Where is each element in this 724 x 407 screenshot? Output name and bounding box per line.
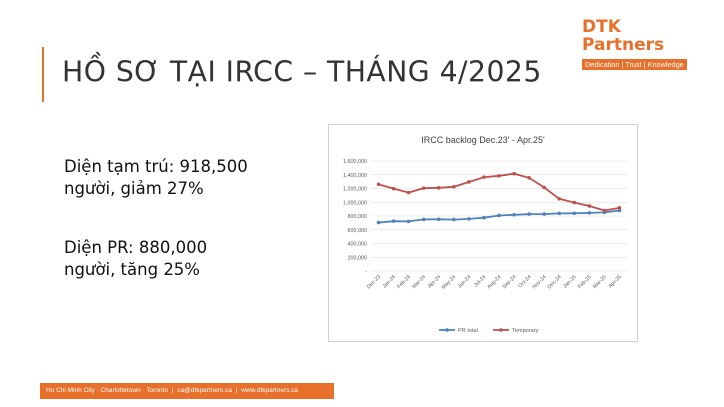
y-tick-label: 1,400,000 (343, 173, 367, 179)
y-tick-label: 1,600,000 (343, 159, 367, 165)
footer-separator: | (235, 387, 238, 394)
legend-label: Temporary (512, 328, 539, 334)
footer-website[interactable]: www.dtkpartners.ca (241, 387, 299, 394)
y-tick-label: 600,000 (348, 228, 368, 234)
footer-bar: Ho Chi Minh City · Charlottetown · Toron… (40, 383, 334, 399)
x-tick-label: Apr-25 (608, 274, 623, 289)
ircc-backlog-chart: IRCC backlog Dec.23' - Apr.25' - 200,000 4… (328, 124, 638, 342)
data-point (376, 182, 381, 187)
data-point (572, 200, 577, 205)
y-tick-label: 200,000 (348, 255, 368, 261)
data-point (436, 186, 441, 190)
x-tick-label: Dec-24 (547, 274, 563, 290)
x-tick-label: Mar-24 (411, 274, 427, 290)
data-point (587, 211, 592, 215)
data-point (557, 211, 562, 216)
dtk-partners-logo: DTK Partners Dedication | Trust | Knowle… (582, 18, 698, 72)
data-point (572, 211, 577, 216)
x-tick-label: Feb-24 (396, 274, 412, 290)
data-point (436, 217, 441, 222)
x-tick-label: Oct-24 (517, 274, 532, 289)
x-tick-label: Mar-25 (592, 274, 608, 290)
data-point (482, 215, 486, 220)
footer-separator: | (171, 387, 174, 394)
temporary-stat-line2: người, giảm 27% (64, 179, 204, 198)
data-point (542, 212, 546, 216)
x-tick-label: May-24 (441, 274, 458, 291)
legend-label: PR total (458, 328, 478, 334)
data-point (452, 184, 456, 189)
x-tick-label: Jan-24 (382, 274, 398, 290)
x-tick-label: Apr-24 (427, 274, 442, 289)
chart-svg: IRCC backlog Dec.23' - Apr.25' - 200,000 4… (343, 135, 627, 334)
y-tick-label: 400,000 (348, 242, 368, 248)
pr-stat-line2: người, tăng 25% (64, 260, 200, 279)
data-point (617, 206, 622, 210)
data-point (497, 173, 501, 178)
legend-marker (499, 328, 503, 332)
data-point (617, 208, 622, 213)
footer-cities: Ho Chi Minh City · Charlottetown · Toron… (46, 387, 168, 394)
chart-title: IRCC backlog Dec.23' - Apr.25' (421, 135, 545, 145)
x-tick-label: Aug-24 (486, 274, 502, 290)
data-point (527, 212, 531, 216)
data-point (421, 186, 426, 190)
x-tick-label: Dec-23 (366, 274, 382, 290)
footer-email[interactable]: ca@dtkpartners.ca (177, 387, 232, 394)
slide-title: HỒ SƠ TẠI IRCC – THÁNG 4/2025 (62, 56, 542, 89)
y-tick-label: 1,000,000 (343, 200, 367, 206)
data-point (602, 208, 607, 213)
data-point (391, 219, 396, 223)
y-tick-label: 1,200,000 (343, 187, 367, 193)
data-point (467, 217, 471, 221)
series-line (378, 172, 620, 212)
data-point (482, 175, 486, 179)
data-point (406, 219, 411, 224)
x-tick-label: Feb-25 (577, 274, 593, 290)
data-point (406, 190, 411, 195)
data-point (542, 185, 546, 190)
title-accent-bar (42, 47, 44, 102)
data-point (527, 176, 531, 180)
x-tick-label: Nov-24 (532, 274, 548, 290)
data-point (467, 180, 471, 184)
data-point (497, 213, 501, 218)
temporary-residents-stat: Diện tạm trú: 918,500 người, giảm 27% (64, 156, 248, 200)
data-point (557, 197, 562, 201)
x-tick-label: Jun-24 (457, 274, 473, 290)
pr-stat-line1: Diện PR: 880,000 (64, 238, 208, 257)
y-tick-label: - (365, 269, 367, 275)
data-point (421, 217, 426, 222)
logo-wordmark: DTK Partners (582, 17, 665, 55)
data-point (391, 186, 396, 191)
data-point (512, 212, 516, 217)
legend-marker (445, 328, 449, 332)
x-tick-label: Jan-25 (562, 274, 578, 290)
data-point (587, 204, 592, 208)
y-tick-label: 800,000 (348, 214, 368, 220)
data-point (512, 171, 516, 176)
data-point (452, 217, 456, 222)
data-point (376, 220, 381, 225)
temporary-stat-line1: Diện tạm trú: 918,500 (64, 157, 248, 176)
x-tick-label: Sep-24 (501, 274, 517, 290)
pr-stat: Diện PR: 880,000 người, tăng 25% (64, 237, 207, 281)
logo-tagline: Dedication | Trust | Knowledge (582, 59, 687, 70)
